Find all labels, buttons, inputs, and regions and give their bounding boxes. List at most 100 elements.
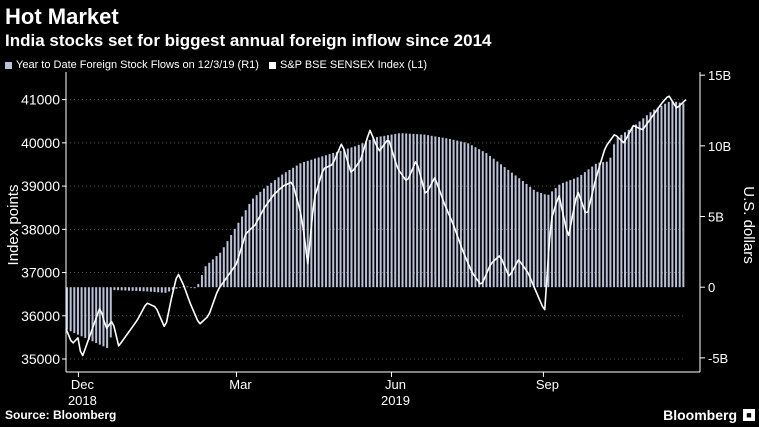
- flow-bar-17: [128, 287, 131, 291]
- flow-bar-142: [583, 172, 586, 288]
- flow-bar-129: [536, 191, 539, 288]
- flow-bar-77: [346, 148, 349, 288]
- flow-bar-134: [554, 188, 557, 288]
- flow-bar-169: [682, 103, 685, 288]
- flow-bar-154: [627, 129, 630, 288]
- right-tick-label-0: -5B: [708, 351, 728, 366]
- flow-bar-18: [131, 287, 134, 291]
- flow-bar-19: [135, 287, 138, 291]
- flow-bar-25: [157, 287, 160, 293]
- flow-bar-46: [233, 228, 236, 288]
- flow-bar-14: [117, 287, 120, 291]
- left-tick-label-5: 40000: [21, 135, 60, 151]
- x-tick-label-2: Jun: [385, 377, 406, 392]
- x-tick-label-1: Mar: [229, 377, 252, 392]
- flow-bar-168: [678, 102, 681, 288]
- flow-bar-82: [365, 141, 368, 288]
- flow-bar-89: [390, 134, 393, 288]
- left-tick-label-1: 36000: [21, 308, 60, 324]
- flow-bar-95: [412, 133, 415, 288]
- flow-bar-146: [598, 162, 601, 288]
- flow-bar-161: [653, 109, 656, 288]
- flow-bar-148: [605, 161, 608, 288]
- flow-bar-11: [106, 287, 109, 348]
- legend-item-sensex: S&P BSE SENSEX Index (L1): [268, 59, 427, 71]
- flow-bar-78: [350, 147, 353, 288]
- flow-bar-24: [153, 287, 156, 292]
- legend-item-flows: Year to Date Foreign Stock Flows on 12/3…: [5, 59, 259, 71]
- flow-bar-55: [266, 185, 269, 288]
- flow-bar-72: [328, 154, 331, 288]
- flow-bar-98: [423, 134, 426, 288]
- flow-bar-29: [171, 287, 174, 291]
- flow-bar-28: [168, 287, 171, 292]
- flow-bar-30: [175, 287, 178, 289]
- flow-bar-70: [321, 156, 324, 288]
- flow-bar-125: [521, 181, 524, 288]
- legend: Year to Date Foreign Stock Flows on 12/3…: [5, 59, 437, 71]
- flow-bar-126: [525, 183, 528, 288]
- flow-bar-81: [361, 143, 364, 288]
- flow-bar-111: [470, 145, 473, 288]
- flow-bar-141: [580, 174, 583, 288]
- flow-bar-75: [339, 150, 342, 288]
- flow-bar-139: [572, 178, 575, 288]
- flow-bar-87: [383, 135, 386, 288]
- flow-bar-105: [448, 138, 451, 288]
- brand-icon: ■: [743, 409, 755, 421]
- flow-bar-39: [208, 262, 211, 288]
- flow-bar-120: [503, 167, 506, 288]
- flow-bar-62: [292, 167, 295, 288]
- flow-bar-163: [660, 105, 663, 288]
- flow-bar-1: [69, 287, 72, 332]
- sensex-line: [65, 95, 687, 357]
- flow-bar-147: [602, 162, 605, 288]
- flow-bar-117: [492, 158, 495, 288]
- flow-bar-106: [452, 139, 455, 288]
- flow-bar-83: [368, 139, 371, 288]
- x-tick-year-2: 2019: [381, 393, 410, 408]
- flow-bar-2: [73, 287, 76, 333]
- flow-bar-153: [624, 132, 627, 288]
- flow-bar-33: [186, 286, 189, 288]
- flow-bar-164: [664, 103, 667, 288]
- flow-bar-85: [376, 137, 379, 288]
- left-tick-label-3: 38000: [21, 221, 60, 237]
- flow-bar-115: [485, 153, 488, 288]
- flow-bar-104: [445, 138, 448, 288]
- flow-bar-43: [222, 247, 225, 288]
- flow-bar-7: [91, 287, 94, 342]
- flow-bar-151: [616, 137, 619, 288]
- flow-bar-127: [529, 186, 532, 288]
- flow-bar-15: [120, 287, 123, 291]
- flow-bar-112: [474, 147, 477, 288]
- flow-bar-37: [200, 275, 203, 288]
- flow-bar-20: [138, 287, 141, 292]
- flow-bar-93: [405, 133, 408, 288]
- flow-bar-149: [609, 157, 612, 288]
- flow-bar-12: [109, 287, 112, 338]
- flow-bar-159: [645, 115, 648, 288]
- flow-bar-73: [332, 153, 335, 288]
- flow-bar-38: [204, 266, 207, 288]
- flow-bar-144: [591, 166, 594, 288]
- flow-bar-109: [463, 142, 466, 288]
- flow-bar-94: [408, 133, 411, 288]
- source-note: Source: Bloomberg: [5, 408, 117, 422]
- flow-bar-102: [438, 137, 441, 288]
- chart-title: Hot Market: [5, 4, 119, 29]
- flow-bar-40: [211, 259, 214, 288]
- flow-bar-64: [299, 163, 302, 288]
- flow-bar-131: [543, 194, 546, 288]
- flow-bar-91: [397, 133, 400, 288]
- flow-bar-143: [587, 169, 590, 288]
- left-tick-label-4: 39000: [21, 178, 60, 194]
- flow-bar-65: [303, 161, 306, 288]
- flow-bar-57: [273, 180, 276, 288]
- flow-bar-96: [416, 134, 419, 288]
- flow-bar-138: [569, 180, 572, 288]
- flow-bar-69: [317, 157, 320, 288]
- flow-bar-51: [252, 198, 255, 288]
- flow-bar-103: [441, 137, 444, 288]
- flow-bar-36: [197, 284, 200, 288]
